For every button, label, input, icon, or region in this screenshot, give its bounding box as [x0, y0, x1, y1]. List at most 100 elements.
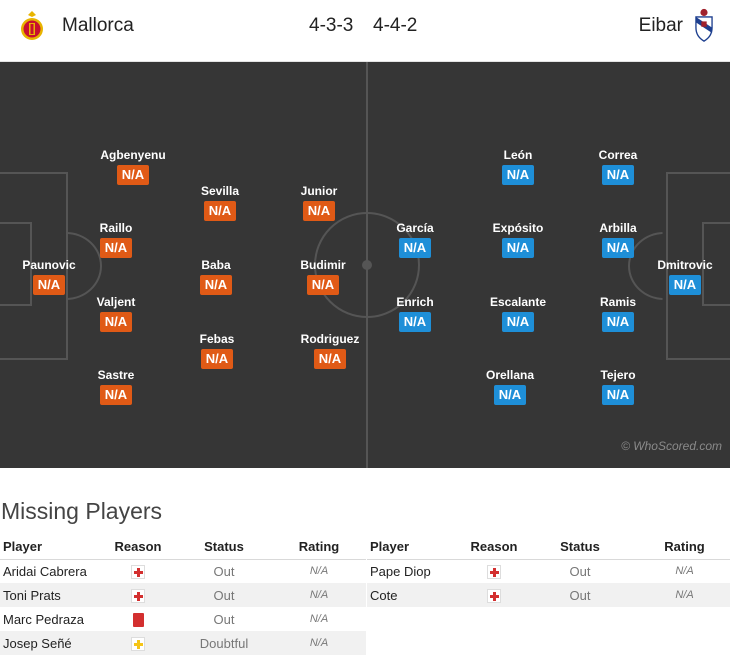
home-player[interactable]: Agbenyenu N/A: [88, 148, 178, 185]
player-rating: N/A: [100, 385, 132, 405]
player-rating: N/A: [399, 312, 431, 332]
player-rating: N/A: [602, 165, 634, 185]
home-player[interactable]: Valjent N/A: [71, 295, 161, 332]
status: Doubtful: [176, 631, 272, 655]
player-name: Tejero: [600, 368, 636, 382]
away-player[interactable]: Tejero N/A: [573, 368, 663, 405]
away-player[interactable]: León N/A: [473, 148, 563, 185]
player-rating: N/A: [502, 238, 534, 258]
player-name[interactable]: Aridai Cabrera: [3, 563, 87, 579]
col-status: Status: [176, 535, 272, 560]
col-player: Player: [367, 535, 467, 560]
table-row[interactable]: Cote Out N/A: [367, 583, 730, 607]
player-rating: N/A: [502, 165, 534, 185]
player-name[interactable]: Josep Señé: [0, 631, 100, 655]
away-player[interactable]: García N/A: [370, 221, 460, 258]
injury-icon: [131, 565, 145, 580]
player-name: Febas: [199, 332, 235, 346]
home-penalty-box: [0, 172, 68, 360]
player-name: Junior: [300, 184, 338, 198]
player-name: Budimir: [300, 258, 346, 272]
injury-icon: [131, 588, 145, 603]
away-team-name[interactable]: Eibar: [638, 15, 683, 36]
home-player[interactable]: Baba N/A: [171, 258, 261, 295]
away-player[interactable]: Ramis N/A: [573, 295, 663, 332]
player-rating: N/A: [201, 349, 233, 369]
col-status: Status: [521, 535, 639, 560]
center-spot: [362, 260, 372, 270]
home-player[interactable]: Budimir N/A: [278, 258, 368, 295]
away-missing-table: Player Reason Status Rating Pape Diop Ou…: [367, 535, 730, 607]
home-player[interactable]: Sevilla N/A: [175, 184, 265, 221]
player-name: Escalante: [489, 295, 547, 309]
rating: N/A: [272, 631, 366, 655]
player-rating: N/A: [303, 201, 335, 221]
player-name: Ramis: [599, 295, 637, 309]
away-player[interactable]: Enrich N/A: [370, 295, 460, 332]
table-row[interactable]: Pape Diop Out N/A: [367, 559, 730, 583]
player-name: Arbilla: [599, 221, 637, 235]
player-name: Agbenyenu: [100, 148, 166, 162]
rating: N/A: [309, 613, 329, 625]
player-rating: N/A: [602, 238, 634, 258]
away-player[interactable]: Expósito N/A: [473, 221, 563, 258]
player-rating: N/A: [307, 275, 339, 295]
player-name[interactable]: Toni Prats: [0, 583, 100, 607]
away-player[interactable]: Escalante N/A: [473, 295, 563, 332]
player-name: León: [503, 148, 533, 162]
table-row[interactable]: Josep Señé Doubtful N/A: [0, 631, 366, 655]
away-penalty-box: [666, 172, 730, 360]
away-formation: 4-4-2: [373, 15, 418, 36]
rating: N/A: [639, 583, 730, 607]
table-row[interactable]: Toni Prats Out N/A: [0, 583, 366, 607]
center-circle: [314, 212, 420, 318]
player-name: Paunovic: [22, 258, 76, 272]
player-rating: N/A: [602, 385, 634, 405]
player-name[interactable]: Marc Pedraza: [3, 611, 84, 627]
player-rating: N/A: [502, 312, 534, 332]
player-rating: N/A: [200, 275, 232, 295]
rating: N/A: [309, 565, 329, 578]
player-rating: N/A: [204, 201, 236, 221]
home-player[interactable]: Junior N/A: [274, 184, 364, 221]
home-player[interactable]: Febas N/A: [172, 332, 262, 369]
status: Out: [569, 563, 591, 579]
status: Out: [213, 611, 235, 627]
home-player[interactable]: Paunovic N/A: [4, 258, 94, 295]
col-player: Player: [0, 535, 100, 560]
home-formation: 4-3-3: [309, 15, 354, 36]
away-player[interactable]: Dmitrovic N/A: [640, 258, 730, 295]
col-rating: Rating: [639, 535, 730, 560]
eibar-crest-icon[interactable]: [690, 8, 718, 42]
col-reason: Reason: [467, 535, 521, 560]
home-goal-area: [0, 222, 32, 306]
player-name: Sastre: [97, 368, 135, 382]
player-name[interactable]: Cote: [367, 583, 467, 607]
player-name: Orellana: [485, 368, 535, 382]
player-rating: N/A: [669, 275, 701, 295]
status: Out: [176, 583, 272, 607]
player-name: Enrich: [396, 295, 434, 309]
player-rating: N/A: [602, 312, 634, 332]
mallorca-crest-icon[interactable]: [18, 10, 46, 44]
injury-icon: [487, 565, 501, 580]
away-player[interactable]: Correa N/A: [573, 148, 663, 185]
table-row[interactable]: Aridai Cabrera Out N/A: [0, 559, 366, 583]
home-team-name[interactable]: Mallorca: [62, 15, 134, 36]
home-missing-table: Player Reason Status Rating Aridai Cabre…: [0, 535, 366, 655]
match-header: Mallorca 4-3-3 4-4-2 Eibar: [0, 0, 730, 62]
col-reason: Reason: [100, 535, 176, 560]
table-row[interactable]: Marc Pedraza Out N/A: [0, 607, 366, 631]
player-name[interactable]: Pape Diop: [370, 563, 431, 579]
home-player[interactable]: Rodriguez N/A: [285, 332, 375, 369]
player-name: Correa: [598, 148, 638, 162]
pitch: Paunovic N/A Agbenyenu N/A Raillo N/A Va…: [0, 62, 730, 468]
home-player[interactable]: Raillo N/A: [71, 221, 161, 258]
player-name: Rodriguez: [300, 332, 360, 346]
home-player[interactable]: Sastre N/A: [71, 368, 161, 405]
player-rating: N/A: [100, 238, 132, 258]
injury-icon: [487, 588, 501, 603]
player-rating: N/A: [117, 165, 149, 185]
away-player[interactable]: Orellana N/A: [465, 368, 555, 405]
away-player[interactable]: Arbilla N/A: [573, 221, 663, 258]
